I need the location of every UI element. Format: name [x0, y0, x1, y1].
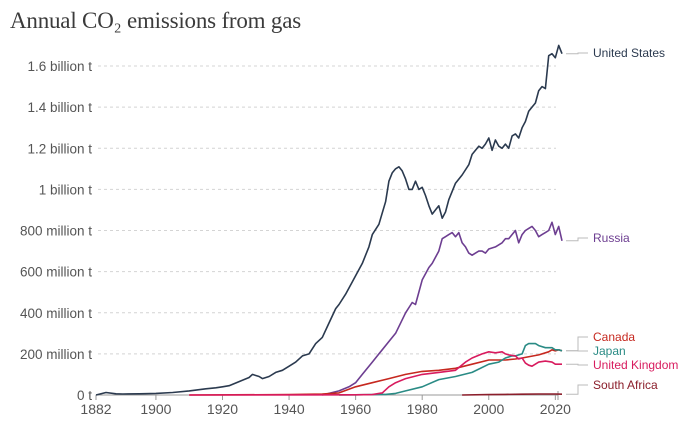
- y-tick-label: 1.2 billion t: [27, 141, 92, 156]
- y-tick-label: 1.6 billion t: [27, 59, 92, 74]
- x-tick-label: 1980: [407, 401, 438, 417]
- series-label-south-africa[interactable]: South Africa: [593, 378, 658, 392]
- series-line-canada[interactable]: [189, 349, 563, 396]
- y-tick-label: 600 million t: [20, 265, 92, 280]
- x-tick-label: 2020: [540, 401, 571, 417]
- y-tick-label: 400 million t: [20, 306, 92, 321]
- label-connector-south-africa: [566, 384, 588, 395]
- y-axis-ticks: 0 t 200 million t 400 million t 600 million…: [20, 59, 92, 403]
- x-tick-label: 1920: [207, 401, 238, 417]
- series-label-united-kingdom[interactable]: United Kingdom: [593, 358, 678, 372]
- x-tick-label: 1900: [140, 401, 171, 417]
- label-connector-united-states: [566, 52, 588, 55]
- label-connector-canada: [566, 336, 588, 352]
- x-tick-label: 2000: [473, 401, 504, 417]
- y-tick-label: 200 million t: [20, 347, 92, 362]
- series-line-russia[interactable]: [322, 221, 563, 396]
- series-label-russia[interactable]: Russia: [593, 231, 630, 245]
- x-axis: 1882 1900 1920 1940 1960 1980 2000 2020: [80, 391, 571, 417]
- gridlines: [98, 65, 556, 355]
- series-label-united-states[interactable]: United States: [593, 46, 665, 60]
- series-line-united-kingdom[interactable]: [189, 351, 562, 396]
- x-tick-label: 1960: [340, 401, 371, 417]
- x-tick-label: 1882: [80, 401, 111, 417]
- y-tick-label: 1.4 billion t: [27, 100, 92, 115]
- label-connector-russia: [566, 237, 588, 242]
- series-lines: [95, 44, 563, 396]
- series-line-japan[interactable]: [338, 342, 563, 396]
- series-line-united-states[interactable]: [95, 44, 563, 396]
- label-connector-united-kingdom: [566, 363, 588, 366]
- y-tick-label: 1 billion t: [39, 182, 93, 197]
- x-tick-label: 1940: [273, 401, 304, 417]
- series-line-south-africa[interactable]: [462, 393, 563, 396]
- chart-title: Annual CO₂ emissions from gas: [10, 8, 301, 33]
- series-label-canada[interactable]: Canada: [593, 330, 635, 344]
- y-tick-label: 800 million t: [20, 224, 92, 239]
- y-tick-label: 0 t: [77, 388, 92, 403]
- series-label-japan[interactable]: Japan: [593, 344, 626, 358]
